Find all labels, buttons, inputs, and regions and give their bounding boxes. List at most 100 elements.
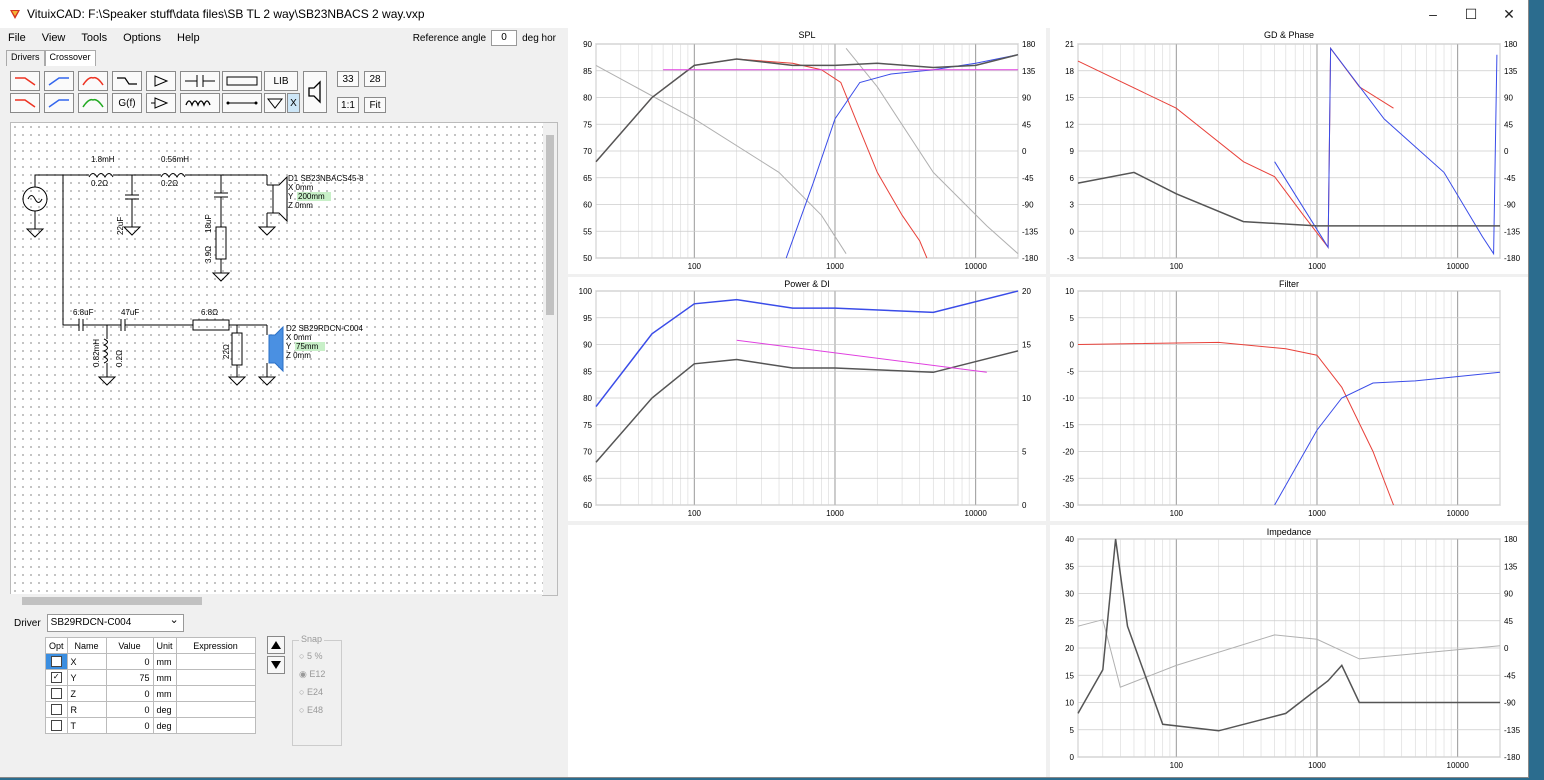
c1-value[interactable]: 22uF [116, 217, 125, 235]
impedance-chart[interactable]: Impedance 40 35 30 25 20 15 10 5 0 180 135 90 45 0 -45 -… [1050, 525, 1528, 777]
ground-button[interactable] [264, 93, 286, 113]
opt-checkbox-y[interactable]: ✓ [50, 672, 62, 684]
l1-value[interactable]: 1.8mH [91, 155, 115, 164]
highpass-blue2-button[interactable] [44, 93, 74, 113]
ground-icon [266, 98, 284, 109]
di-curve [595, 350, 1019, 463]
row-expression[interactable] [175, 669, 256, 686]
schematic-vertical-scrollbar[interactable] [543, 123, 557, 595]
menu-tools[interactable]: Tools [81, 32, 108, 44]
vertical-scroll-thumb[interactable] [546, 135, 554, 315]
opt-checkbox-z[interactable] [50, 688, 62, 700]
row-expression[interactable] [175, 653, 256, 670]
row-value-t[interactable]: 0 [105, 717, 154, 734]
row-value-x[interactable]: 0 [105, 653, 154, 670]
menu-view[interactable]: View [41, 32, 66, 44]
d2-y[interactable]: 75mm [296, 342, 319, 351]
tab-drivers[interactable]: Drivers [6, 50, 45, 66]
c2-value[interactable]: 18uF [204, 215, 213, 233]
schematic-horizontal-scrollbar[interactable] [10, 594, 542, 608]
scale-1-1-button[interactable]: 1:1 [337, 97, 359, 113]
speaker-button[interactable] [303, 71, 327, 113]
resistor-button[interactable] [222, 71, 262, 91]
gf-button[interactable]: G(f) [112, 93, 142, 113]
highpass-blue-button[interactable] [44, 71, 74, 91]
x-toggle-button[interactable]: X [287, 93, 300, 113]
r1-value[interactable]: 3.9Ω [204, 246, 213, 263]
filter-chart[interactable]: Filter 10 5 0 -5 -10 -15 -20 -25 -30 100 1000 10000 [1050, 277, 1528, 521]
row-unit: deg [152, 717, 177, 734]
amplifier-button[interactable] [146, 71, 176, 91]
row-expression[interactable] [175, 701, 256, 718]
snap-e48-radio[interactable]: ○ E48 [299, 705, 323, 715]
minimize-button[interactable]: – [1429, 6, 1437, 22]
row-value-y[interactable]: 75 [105, 669, 154, 686]
x-tick-label: 1000 [826, 509, 844, 518]
c3-value[interactable]: 6.8uF [73, 308, 94, 317]
move-up-button[interactable] [267, 636, 285, 654]
y2-tick-label: 135 [1022, 67, 1036, 76]
horizontal-scroll-thumb[interactable] [22, 597, 202, 605]
bandpass-green-button[interactable] [78, 93, 108, 113]
y-tick-label: 5 [1070, 314, 1075, 323]
tweeter-speaker-icon[interactable] [268, 325, 284, 373]
shelf-button[interactable] [112, 71, 142, 91]
tab-crossover[interactable]: Crossover [44, 50, 96, 66]
zoom-value-1[interactable]: 33 [337, 71, 359, 87]
row-value-z[interactable]: 0 [105, 685, 154, 702]
d2-name[interactable]: D2 SB29RDCN-C004 [286, 324, 363, 333]
spl-panel: SPL 90 85 80 75 70 65 60 55 50 180 135 90 45 0 -45 -90 -1… [568, 28, 1046, 274]
r3-value[interactable]: 22Ω [222, 344, 231, 359]
d1-y[interactable]: 200mm [298, 192, 325, 201]
menu-options[interactable]: Options [123, 32, 161, 44]
menu-help[interactable]: Help [177, 32, 200, 44]
chart-title: SPL [798, 30, 815, 40]
lowpass-red-button[interactable] [10, 71, 40, 91]
y2-tick-label: 20 [1022, 287, 1031, 296]
triangle-up-icon [271, 641, 281, 649]
l2-resistance[interactable]: 0.2Ω [161, 179, 178, 188]
driver-select[interactable]: SB29RDCN-C004 [46, 612, 184, 632]
library-button[interactable]: LIB [264, 71, 298, 91]
bandpass-red-button[interactable] [78, 71, 108, 91]
power-di-chart[interactable]: Power & DI 100 95 90 85 80 75 70 65 60 20 15 10 5 0 100… [568, 277, 1046, 521]
menu-file[interactable]: File [8, 32, 26, 44]
fit-button[interactable]: Fit [364, 97, 386, 113]
buffer-button[interactable] [146, 93, 176, 113]
gd-phase-chart[interactable]: GD & Phase 21 18 15 12 9 6 3 0 -3 180 135 90 45 0 -45 -9… [1050, 28, 1528, 274]
c4-value[interactable]: 47uF [121, 308, 139, 317]
row-expression[interactable] [175, 685, 256, 702]
l2-value[interactable]: 0.56mH [161, 155, 189, 164]
l1-resistance[interactable]: 0.2Ω [91, 179, 108, 188]
close-button[interactable]: ✕ [1503, 5, 1515, 22]
opt-checkbox-x[interactable] [50, 656, 62, 668]
schematic-canvas[interactable]: 1.8mH 0.2Ω 0.56mH 0.2Ω 22uF 18uF 3.9Ω D1… [10, 122, 558, 596]
d1-name[interactable]: D1 SB23NBACS45-8 [288, 174, 364, 183]
capacitor-button[interactable] [180, 71, 220, 91]
zoom-value-2[interactable]: 28 [364, 71, 386, 87]
power-di-panel: Power & DI 100 95 90 85 80 75 70 65 60 20 15 10 5 0 100… [568, 277, 1046, 521]
snap-5-radio[interactable]: ○ 5 % [299, 651, 323, 661]
wire-button[interactable] [222, 93, 262, 113]
inductor-button[interactable] [180, 93, 220, 113]
reference-angle-input[interactable]: 0 [491, 30, 518, 46]
spl-chart[interactable]: SPL 90 85 80 75 70 65 60 55 50 180 135 90 45 0 -45 -90 -1… [568, 28, 1046, 274]
row-value-r[interactable]: 0 [105, 701, 154, 718]
snap-e12-radio[interactable]: ◉ E12 [299, 669, 326, 679]
opt-checkbox-r[interactable] [50, 704, 62, 716]
lowpass-red2-button[interactable] [10, 93, 40, 113]
row-expression[interactable] [175, 717, 256, 734]
snap-e24-radio[interactable]: ○ E24 [299, 687, 323, 697]
move-down-button[interactable] [267, 656, 285, 674]
woofer-filter [1077, 341, 1394, 506]
y-tick-label: 85 [583, 367, 592, 376]
maximize-button[interactable]: ☐ [1464, 5, 1478, 22]
opt-checkbox-t[interactable] [50, 720, 62, 732]
l3-value[interactable]: 0.82mH [92, 339, 101, 367]
woofer-speaker-icon[interactable] [272, 175, 288, 223]
l3-resistance[interactable]: 0.2Ω [115, 350, 124, 367]
driver-row: Driver SB29RDCN-C004 [14, 612, 184, 632]
y-tick-label: -30 [1062, 501, 1074, 510]
r2-value[interactable]: 6.8Ω [201, 308, 218, 317]
